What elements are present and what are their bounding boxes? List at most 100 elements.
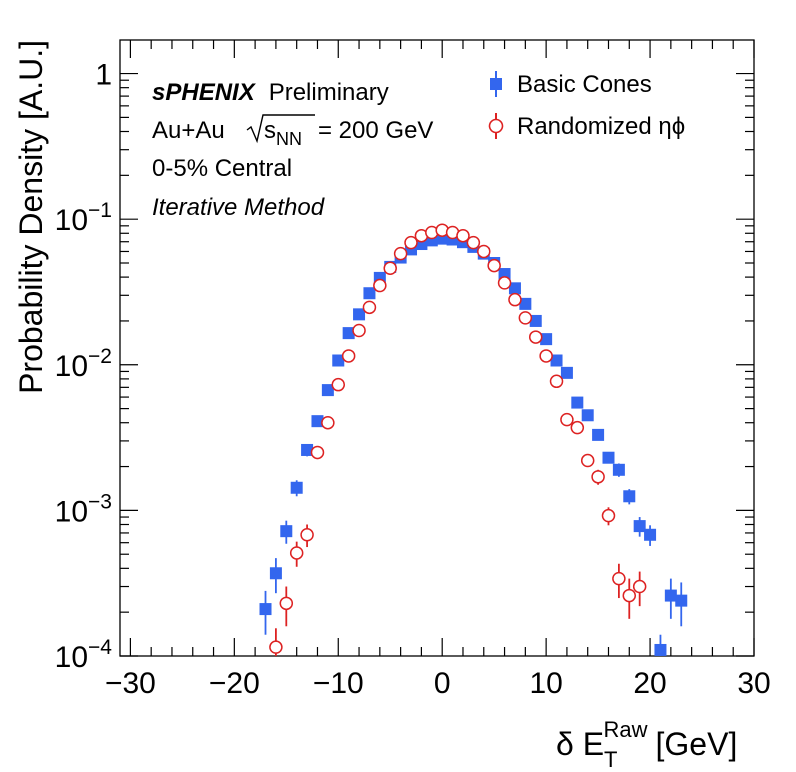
data-point [664, 578, 677, 619]
data-point [602, 451, 615, 464]
status-label: Preliminary [269, 79, 389, 106]
data-point [591, 469, 605, 485]
plot-frame [119, 39, 755, 657]
data-point [508, 292, 522, 307]
data-point [269, 628, 283, 656]
data-point [519, 297, 532, 310]
point-marker [477, 244, 491, 259]
point-marker [289, 546, 304, 560]
data-point [352, 323, 366, 338]
x-tick-label: −20 [209, 667, 260, 700]
series-randomized [269, 223, 647, 656]
y-tick-label: 10−3 [55, 490, 112, 528]
point-marker [570, 420, 585, 435]
data-point [300, 524, 314, 548]
point-marker [623, 490, 636, 503]
data-point [550, 354, 563, 367]
point-marker [540, 333, 553, 346]
point-marker [508, 292, 522, 307]
sqrt-s-sub: NN [276, 129, 302, 149]
point-marker [550, 354, 563, 367]
data-point [518, 311, 533, 325]
data-point [269, 558, 282, 594]
point-marker [602, 451, 615, 464]
point-marker [300, 528, 314, 542]
x-tick-labels: −30 −20 −10 0 10 20 30 [105, 667, 771, 700]
x-axis-title-main: δ E [556, 726, 604, 762]
point-marker [632, 579, 647, 594]
legend-marker-basic-cones [490, 78, 502, 90]
point-marker [497, 276, 512, 290]
data-point [404, 235, 418, 250]
x-tick-label: 20 [633, 667, 666, 700]
point-marker [633, 520, 646, 533]
point-marker [560, 412, 574, 427]
y-tick-labels: 1 10−1 10−2 10−3 10−4 [55, 59, 113, 674]
point-marker [383, 261, 397, 276]
experiment-label-line: sPHENIX Preliminary [152, 79, 389, 106]
point-marker [310, 445, 325, 460]
data-point [362, 300, 377, 315]
point-marker [269, 640, 283, 654]
y-tick-label: 10−4 [55, 636, 113, 674]
point-marker [280, 525, 293, 538]
data-point [580, 453, 595, 468]
data-point [622, 578, 637, 619]
point-marker [560, 366, 573, 379]
point-marker [539, 349, 553, 363]
data-point [539, 349, 553, 363]
point-marker [581, 409, 594, 422]
data-point [633, 517, 646, 537]
sqrt-symbol [246, 114, 315, 144]
point-marker [528, 330, 543, 344]
data-point [477, 244, 491, 259]
x-axis-title: δ ET Raw [GeV] [556, 717, 737, 772]
legend-label-basic-cones: Basic Cones [517, 71, 652, 98]
legend-item-basic-cones: Basic Cones [490, 71, 652, 98]
data-point [321, 384, 334, 397]
point-marker [341, 349, 356, 363]
point-marker [353, 308, 366, 321]
data-point [383, 261, 397, 276]
centrality-label: 0-5% Central [152, 155, 292, 182]
point-marker [580, 453, 595, 468]
point-marker [362, 300, 377, 315]
data-point [353, 308, 366, 321]
data-point [331, 377, 346, 392]
y-tick-label: 1 [95, 59, 112, 92]
point-marker [321, 415, 335, 430]
data-point [301, 443, 314, 457]
x-axis-title-sub: T [604, 747, 617, 772]
x-tick-label: −10 [313, 667, 364, 700]
data-point [456, 228, 470, 243]
x-axis-title-unit: [GeV] [656, 726, 738, 762]
point-marker [332, 354, 345, 367]
point-marker [466, 235, 481, 250]
data-series [259, 223, 688, 656]
point-marker [269, 567, 282, 580]
point-marker [321, 384, 334, 397]
point-marker [571, 396, 584, 409]
data-point [487, 258, 501, 273]
x-axis-title-sup: Raw [604, 717, 648, 742]
data-point [497, 276, 512, 290]
data-point [311, 415, 324, 428]
point-marker [592, 428, 605, 441]
data-point [290, 480, 303, 497]
y-tick-label: 10−2 [55, 345, 112, 383]
legend: Basic Cones Randomized ηϕ [488, 71, 685, 140]
system-label: Au+Au [152, 117, 225, 144]
data-point [279, 586, 294, 627]
legend-marker-randomized [488, 118, 504, 134]
data-point [332, 354, 345, 367]
data-point [675, 582, 688, 627]
point-marker [393, 246, 408, 261]
data-point [612, 463, 625, 477]
point-marker [279, 596, 294, 611]
point-marker [290, 481, 303, 494]
data-point [289, 541, 304, 567]
point-marker [612, 463, 625, 476]
x-tick-label: 0 [434, 667, 451, 700]
data-point [570, 420, 585, 435]
point-marker [601, 508, 616, 523]
